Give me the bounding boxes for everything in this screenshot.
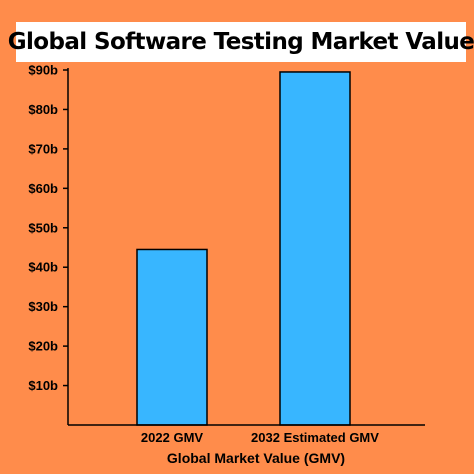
y-tick-label: $10b (28, 378, 58, 393)
y-tick-label: $40b (28, 260, 58, 275)
y-tick-label: $90b (28, 63, 58, 78)
x-axis-labels: 2022 GMV 2032 Estimated GMV (141, 430, 379, 445)
x-tick-label: 2032 Estimated GMV (251, 430, 379, 445)
x-tick-label: 2022 GMV (141, 430, 203, 445)
y-tick-label: $30b (28, 299, 58, 314)
x-axis-title: Global Market Value (GMV) (167, 450, 345, 466)
bar (279, 71, 351, 426)
y-tick-label: $20b (28, 339, 58, 354)
y-tick-label: $50b (28, 220, 58, 235)
chart-title: Global Software Testing Market Value (7, 29, 474, 55)
bars (136, 71, 351, 426)
bar (136, 248, 208, 426)
y-tick-label: $60b (28, 181, 58, 196)
y-tick-label: $70b (28, 141, 58, 156)
title-banner (16, 22, 466, 62)
y-axis-ticks: $10b $20b $30b $40b $50b $60b $70b $80b $90b (28, 63, 68, 393)
y-tick-label: $80b (28, 102, 58, 117)
